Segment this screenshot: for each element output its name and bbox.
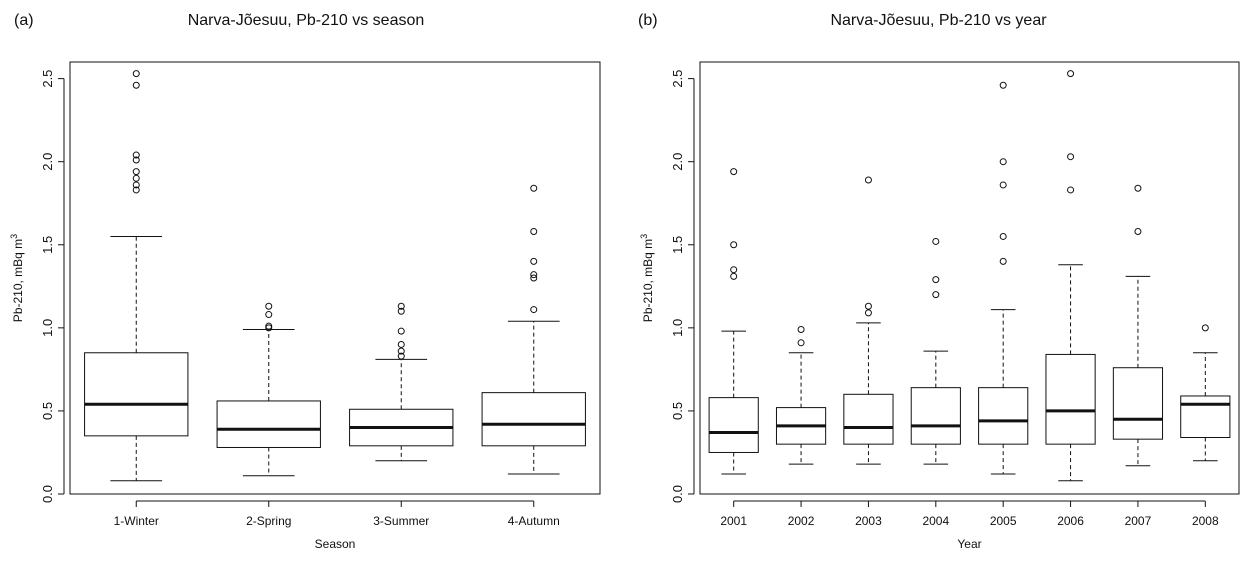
iqr-box <box>1112 367 1164 440</box>
outlier-point <box>797 326 805 334</box>
outlier-point <box>932 291 940 299</box>
plot-frame <box>69 61 601 495</box>
iqr-box <box>1045 353 1096 445</box>
x-tick-label: 4-Autumn <box>508 514 560 528</box>
x-axis-label: Season <box>315 537 356 551</box>
outlier-point <box>999 158 1007 166</box>
iqr-box <box>708 397 759 453</box>
y-tick-label: 0.0 <box>40 485 55 503</box>
x-tick-label: 3-Summer <box>373 514 429 528</box>
y-tick-label: 0.5 <box>670 402 685 420</box>
outlier-point <box>797 339 805 347</box>
outlier-point <box>132 174 140 182</box>
y-tick-label: 0.0 <box>670 485 685 503</box>
outlier-point <box>530 306 538 314</box>
outlier-point <box>1067 153 1075 161</box>
outlier-point <box>530 227 538 235</box>
outlier-point <box>397 347 405 355</box>
outlier-point <box>730 241 738 249</box>
x-tick-label: 1-Winter <box>114 514 159 528</box>
outlier-point <box>1134 227 1142 235</box>
panel-label: (a) <box>14 12 34 29</box>
outlier-point <box>397 352 405 360</box>
season-boxplot-svg: 0.0 0.5 1.0 1.5 2.0 2.5 Pb-210, mBq m3 1-Winter… <box>9 61 601 551</box>
outlier-point <box>397 307 405 315</box>
outlier-point <box>530 274 538 282</box>
outlier-point <box>1201 324 1209 332</box>
outlier-point <box>530 271 538 279</box>
outlier-point <box>132 70 140 78</box>
y-tick-label: 0.5 <box>40 402 55 420</box>
x-tick-label: 2002 <box>788 514 815 528</box>
panel-label: (b) <box>638 12 658 29</box>
outlier-point <box>864 309 872 317</box>
y-tick-label: 2.0 <box>670 153 685 171</box>
x-tick-label: 2003 <box>855 514 882 528</box>
x-tick-label: 2-Spring <box>246 514 291 528</box>
x-tick-label: 2008 <box>1192 514 1219 528</box>
y-tick-label: 1.5 <box>670 236 685 254</box>
year-boxplot-svg: 0.0 0.5 1.0 1.5 2.0 2.5 Pb-210, mBq m3 2001 2002… <box>639 61 1240 551</box>
y-tick-label: 1.5 <box>40 236 55 254</box>
x-tick-label: 2004 <box>922 514 949 528</box>
outlier-point <box>730 272 738 280</box>
outlier-point <box>530 257 538 265</box>
outlier-point <box>864 176 872 184</box>
x-tick-label: 2006 <box>1057 514 1084 528</box>
outlier-point <box>265 311 273 319</box>
outlier-point <box>999 232 1007 240</box>
y-tick-label: 1.0 <box>670 319 685 337</box>
outlier-point <box>397 340 405 348</box>
chart-title: Narva-Jõesuu, Pb-210 vs year <box>830 12 1047 29</box>
y-tick-label: 1.0 <box>40 319 55 337</box>
outlier-point <box>864 302 872 310</box>
outlier-point <box>132 168 140 176</box>
outlier-point <box>999 181 1007 189</box>
outlier-point <box>730 168 738 176</box>
y-tick-label: 2.5 <box>40 70 55 88</box>
iqr-box <box>481 392 586 447</box>
plot-frame <box>699 61 1240 495</box>
x-tick-label: 2007 <box>1125 514 1152 528</box>
outlier-point <box>265 322 273 330</box>
chart-panel-year: (b) Narva-Jõesuu, Pb-210 vs year 0.0 0.5 1… <box>630 0 1247 561</box>
outlier-point <box>999 257 1007 265</box>
outlier-point <box>132 186 140 194</box>
outlier-point <box>530 184 538 192</box>
outlier-point <box>932 276 940 284</box>
outlier-point <box>730 266 738 274</box>
iqr-box <box>1180 395 1231 439</box>
iqr-box <box>910 387 961 445</box>
outlier-point <box>1067 186 1075 194</box>
outlier-point <box>132 151 140 159</box>
iqr-box <box>216 400 321 448</box>
x-tick-label: 2001 <box>720 514 747 528</box>
outlier-point <box>132 181 140 189</box>
chart-title: Narva-Jõesuu, Pb-210 vs season <box>187 12 425 29</box>
outlier-point <box>1067 70 1075 78</box>
iqr-box <box>843 393 894 445</box>
outlier-point <box>132 81 140 89</box>
outlier-point <box>999 81 1007 89</box>
y-tick-label: 2.0 <box>40 153 55 171</box>
y-axis-label: Pb-210, mBq m3 <box>9 234 25 322</box>
outlier-point <box>265 302 273 310</box>
chart-panel-season: (a) Narva-Jõesuu, Pb-210 vs season 0.0 0.… <box>0 0 612 561</box>
outlier-point <box>397 302 405 310</box>
y-tick-label: 2.5 <box>670 70 685 88</box>
outlier-point <box>397 327 405 335</box>
outlier-point <box>932 237 940 245</box>
x-axis-label: Year <box>957 537 981 551</box>
outlier-point <box>1134 184 1142 192</box>
x-tick-label: 2005 <box>990 514 1017 528</box>
iqr-box <box>978 387 1029 445</box>
y-axis-label: Pb-210, mBq m3 <box>639 234 655 322</box>
outlier-point <box>132 156 140 164</box>
iqr-box <box>84 352 189 437</box>
